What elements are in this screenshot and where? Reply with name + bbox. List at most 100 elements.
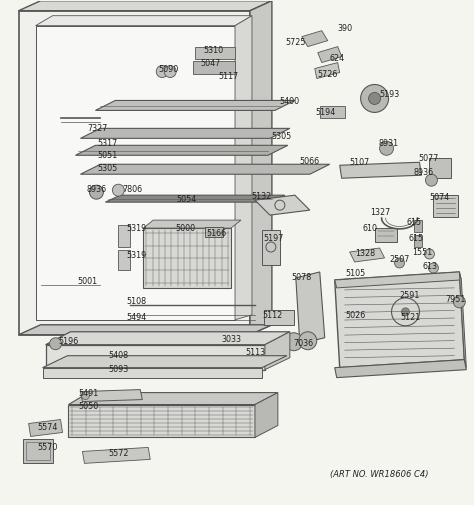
Polygon shape	[46, 345, 265, 370]
Polygon shape	[95, 100, 295, 111]
Polygon shape	[296, 272, 325, 344]
Text: 5494: 5494	[126, 313, 146, 322]
Bar	[414, 235, 422, 247]
Bar	[414, 220, 422, 232]
Text: 7806: 7806	[122, 185, 142, 194]
Text: 7327: 7327	[87, 124, 108, 133]
Circle shape	[394, 258, 404, 268]
Polygon shape	[318, 46, 342, 63]
Text: 5319: 5319	[126, 224, 146, 233]
Polygon shape	[350, 248, 384, 262]
Text: 613: 613	[423, 263, 438, 272]
Text: 5090: 5090	[158, 65, 178, 74]
Polygon shape	[235, 16, 252, 320]
Text: 5726: 5726	[318, 70, 338, 79]
Bar	[245, 350, 273, 360]
Polygon shape	[36, 26, 235, 320]
Text: 8936: 8936	[413, 168, 434, 177]
Circle shape	[164, 66, 176, 77]
Bar	[193, 61, 235, 74]
Polygon shape	[340, 162, 421, 178]
Text: 5194: 5194	[316, 108, 336, 117]
Polygon shape	[459, 272, 466, 368]
Text: 2507: 2507	[389, 256, 410, 265]
Polygon shape	[82, 447, 150, 464]
Text: 5054: 5054	[176, 194, 196, 204]
Text: 5400: 5400	[280, 97, 300, 106]
Circle shape	[361, 84, 389, 113]
Text: (ART NO. WR18606 C4): (ART NO. WR18606 C4)	[330, 470, 429, 479]
Circle shape	[401, 308, 410, 316]
Text: 610: 610	[362, 224, 377, 233]
Polygon shape	[69, 405, 255, 437]
Text: 624: 624	[329, 54, 344, 63]
Polygon shape	[43, 368, 262, 378]
Polygon shape	[18, 1, 272, 11]
Text: 615: 615	[409, 233, 424, 242]
Polygon shape	[335, 272, 465, 368]
Circle shape	[369, 92, 381, 105]
Circle shape	[428, 263, 438, 273]
Circle shape	[424, 249, 434, 259]
Bar	[26, 442, 50, 461]
Polygon shape	[143, 220, 241, 228]
Text: 8936: 8936	[86, 185, 107, 194]
Text: 5132: 5132	[252, 192, 272, 200]
Circle shape	[299, 332, 317, 350]
Text: 5026: 5026	[346, 311, 366, 320]
Bar	[205, 227, 223, 237]
Polygon shape	[105, 195, 285, 202]
Polygon shape	[250, 1, 272, 335]
Text: 5572: 5572	[108, 449, 128, 458]
Bar	[118, 225, 130, 247]
Text: 5105: 5105	[346, 270, 366, 278]
Polygon shape	[255, 195, 310, 215]
Text: 5112: 5112	[263, 311, 283, 320]
Bar	[222, 336, 244, 346]
Text: 3033: 3033	[221, 335, 241, 344]
Text: 5305: 5305	[97, 164, 118, 173]
Text: 5166: 5166	[206, 229, 226, 237]
Text: 5310: 5310	[203, 46, 223, 55]
Circle shape	[90, 185, 103, 199]
Polygon shape	[18, 325, 272, 335]
Text: 5047: 5047	[200, 59, 220, 68]
Text: 1551: 1551	[412, 247, 433, 257]
Text: 2591: 2591	[399, 291, 419, 300]
Circle shape	[285, 333, 303, 350]
Circle shape	[453, 296, 465, 308]
Text: 5050: 5050	[78, 402, 99, 411]
Text: 5117: 5117	[218, 72, 238, 81]
Text: 5193: 5193	[379, 90, 400, 99]
Polygon shape	[18, 11, 250, 335]
Text: 5077: 5077	[418, 154, 438, 163]
Polygon shape	[75, 145, 288, 155]
Text: 5051: 5051	[97, 151, 118, 160]
Polygon shape	[69, 392, 278, 405]
Text: 5725: 5725	[285, 38, 306, 47]
Bar	[118, 250, 130, 270]
Text: 5121: 5121	[401, 313, 420, 322]
Circle shape	[426, 174, 438, 186]
Text: 5197: 5197	[264, 233, 284, 242]
Polygon shape	[28, 420, 63, 436]
Bar	[320, 107, 345, 118]
Circle shape	[112, 184, 124, 196]
Circle shape	[156, 66, 168, 77]
Text: 5317: 5317	[97, 139, 118, 148]
Text: 5093: 5093	[108, 365, 128, 374]
Text: 5000: 5000	[175, 224, 195, 233]
Text: 7036: 7036	[294, 339, 314, 348]
Polygon shape	[265, 332, 290, 370]
Text: 5570: 5570	[37, 443, 58, 452]
Text: 615: 615	[407, 218, 422, 227]
Polygon shape	[335, 360, 466, 378]
Text: 5108: 5108	[126, 297, 146, 307]
Text: 5319: 5319	[126, 251, 146, 261]
Polygon shape	[81, 164, 330, 174]
Polygon shape	[36, 16, 252, 26]
Text: 1328: 1328	[356, 249, 376, 259]
Polygon shape	[335, 272, 461, 288]
Polygon shape	[302, 31, 328, 46]
Bar	[433, 195, 458, 217]
